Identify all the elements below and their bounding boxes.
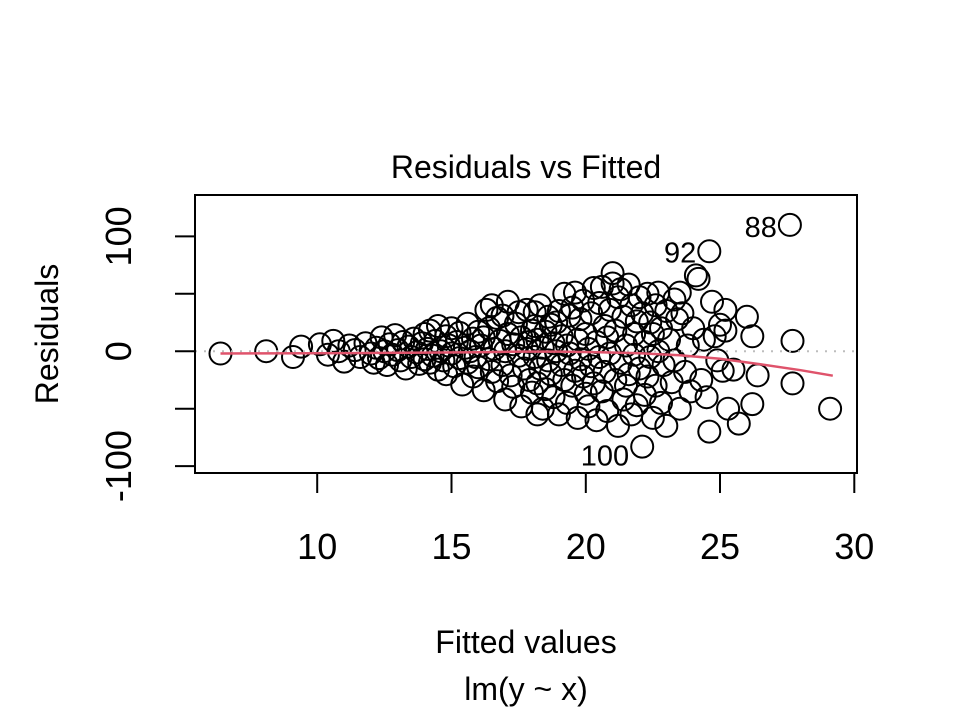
data-point bbox=[530, 335, 555, 360]
data-point bbox=[600, 271, 625, 296]
data-point bbox=[691, 327, 716, 352]
data-point bbox=[536, 348, 561, 373]
smoother-line bbox=[220, 350, 834, 377]
data-point bbox=[708, 312, 732, 337]
data-point bbox=[541, 385, 566, 410]
data-point bbox=[447, 320, 472, 345]
data-point bbox=[697, 239, 722, 264]
data-point bbox=[388, 348, 413, 373]
data-point bbox=[493, 387, 518, 412]
data-point bbox=[606, 413, 630, 438]
data-point bbox=[713, 318, 738, 343]
data-point bbox=[777, 212, 802, 237]
data-point bbox=[667, 396, 692, 421]
data-point bbox=[640, 322, 665, 346]
data-point bbox=[683, 263, 708, 288]
data-point bbox=[630, 434, 655, 459]
data-point bbox=[482, 336, 507, 361]
x-axis-label: Fitted values bbox=[435, 624, 616, 660]
chart-title: Residuals vs Fitted bbox=[391, 149, 661, 185]
x-tick-label: 20 bbox=[566, 526, 606, 567]
data-point bbox=[501, 332, 526, 357]
data-point bbox=[713, 297, 738, 322]
data-point bbox=[818, 396, 843, 421]
data-point bbox=[686, 266, 711, 291]
data-point bbox=[563, 358, 587, 383]
data-point bbox=[396, 334, 421, 359]
data-point bbox=[635, 364, 660, 389]
data-point bbox=[289, 334, 314, 359]
y-tick-label: 100 bbox=[98, 206, 139, 266]
data-point bbox=[630, 301, 655, 326]
data-point bbox=[694, 385, 719, 410]
plot-border bbox=[194, 194, 858, 474]
data-point bbox=[581, 276, 606, 300]
data-point bbox=[579, 354, 604, 379]
data-point bbox=[315, 342, 340, 367]
data-point bbox=[662, 287, 687, 312]
data-point bbox=[490, 303, 515, 328]
data-point bbox=[643, 373, 668, 398]
data-point bbox=[721, 357, 746, 382]
y-tick-label: -100 bbox=[98, 430, 139, 502]
data-point bbox=[780, 328, 805, 353]
x-tick-label: 25 bbox=[700, 526, 740, 567]
data-point bbox=[740, 324, 765, 349]
data-point bbox=[700, 289, 724, 314]
data-point bbox=[654, 413, 679, 438]
x-tick-label: 15 bbox=[431, 526, 471, 567]
y-axis-label: Residuals bbox=[29, 264, 65, 405]
data-point bbox=[667, 280, 692, 305]
data-point bbox=[745, 363, 770, 388]
data-point bbox=[525, 371, 550, 396]
data-point bbox=[697, 419, 722, 444]
data-point bbox=[640, 405, 665, 430]
outlier-label-100: 100 bbox=[581, 441, 629, 473]
data-point bbox=[600, 261, 625, 286]
outlier-label-92: 92 bbox=[664, 237, 696, 269]
data-point bbox=[740, 392, 765, 417]
y-tick-label: 0 bbox=[98, 341, 139, 361]
data-point bbox=[592, 314, 617, 338]
data-point bbox=[466, 319, 491, 344]
data-point bbox=[649, 390, 673, 415]
x-axis-sublabel: lm(y ~ x) bbox=[464, 671, 588, 707]
data-point bbox=[734, 304, 759, 329]
data-point bbox=[689, 368, 714, 392]
outlier-label-88: 88 bbox=[745, 212, 777, 244]
x-tick-label: 30 bbox=[834, 526, 874, 567]
data-point bbox=[780, 371, 805, 396]
data-point bbox=[624, 309, 649, 334]
data-point bbox=[726, 411, 751, 436]
data-point bbox=[614, 373, 638, 398]
data-point bbox=[563, 280, 587, 305]
data-point bbox=[638, 345, 663, 369]
data-point bbox=[716, 396, 741, 421]
data-point bbox=[576, 394, 601, 419]
data-point bbox=[522, 300, 547, 325]
data-point bbox=[546, 299, 571, 323]
data-point bbox=[439, 316, 464, 341]
data-point bbox=[544, 310, 569, 335]
x-tick-label: 10 bbox=[297, 526, 337, 567]
